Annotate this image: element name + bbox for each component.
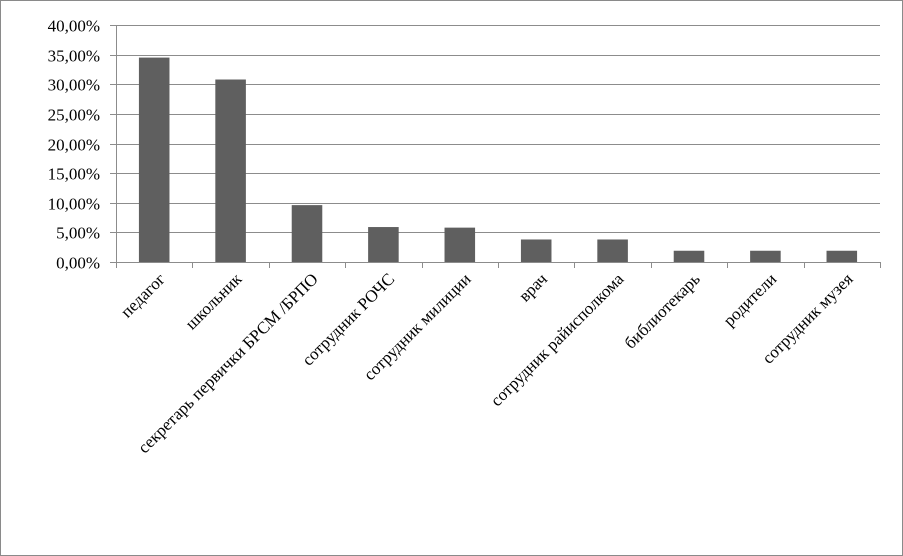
x-category-label: педагог (117, 269, 169, 321)
bar (444, 227, 476, 262)
bar (368, 227, 399, 262)
y-tick-label: 5,00% (56, 224, 100, 243)
y-tick-label: 10,00% (48, 195, 100, 214)
y-tick-label: 30,00% (48, 76, 100, 95)
x-category-label: родители (720, 269, 781, 330)
y-tick-label: 0,00% (56, 254, 100, 273)
y-tick-label: 25,00% (48, 106, 100, 125)
bar (673, 250, 705, 262)
axes (116, 25, 881, 268)
x-category-label: библиотекарь (621, 269, 704, 352)
bar (597, 239, 628, 262)
y-tick-label: 40,00% (48, 17, 100, 36)
bars (138, 57, 858, 263)
bar (750, 250, 781, 262)
bar (215, 79, 246, 262)
y-tick-label: 20,00% (48, 136, 100, 155)
x-category-label: врач (515, 269, 551, 305)
bar (291, 205, 323, 262)
y-tick-label: 35,00% (48, 47, 100, 66)
bar (520, 239, 552, 262)
y-tick-label: 15,00% (48, 165, 100, 184)
x-category-label: сотрудник райисполкома (487, 269, 628, 410)
bar (826, 250, 858, 262)
bar (138, 57, 170, 263)
x-category-label: школьник (181, 269, 245, 333)
y-axis-ticks: 0,00% 5,00% 10,00% 15,00% 20,00% 25,00% 30,00%… (48, 17, 116, 273)
